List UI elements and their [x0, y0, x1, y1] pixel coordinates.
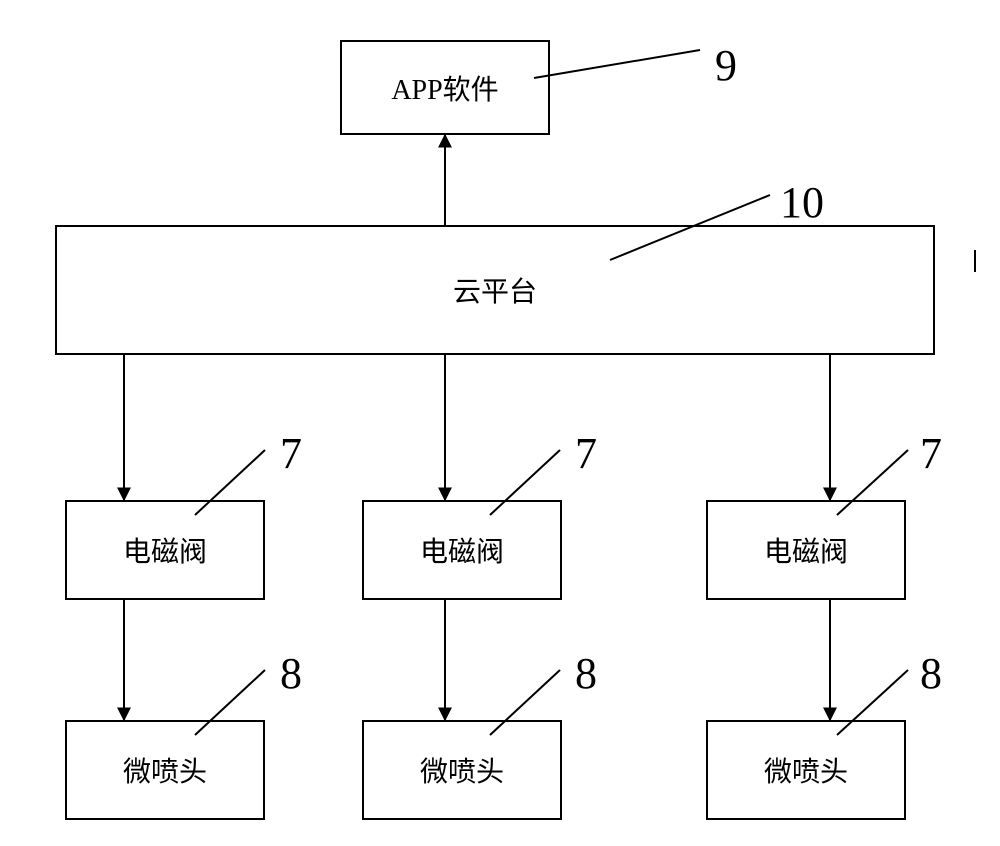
callout-8-c: 8 — [920, 648, 942, 699]
node-nozzle-3-label: 微喷头 — [764, 750, 848, 790]
callout-8-b: 8 — [575, 648, 597, 699]
node-nozzle-2-label: 微喷头 — [420, 750, 504, 790]
node-nozzle-1-label: 微喷头 — [123, 750, 207, 790]
node-valve-3: 电磁阀 — [706, 500, 906, 600]
callout-7-b: 7 — [575, 428, 597, 479]
leader-9 — [534, 50, 700, 78]
node-cloud-label: 云平台 — [453, 270, 537, 310]
node-valve-3-label: 电磁阀 — [764, 530, 848, 570]
callout-7-c: 7 — [920, 428, 942, 479]
node-valve-1-label: 电磁阀 — [123, 530, 207, 570]
node-valve-1: 电磁阀 — [65, 500, 265, 600]
node-app-label: APP软件 — [391, 68, 498, 108]
callout-7-a: 7 — [280, 428, 302, 479]
node-cloud: 云平台 — [55, 225, 935, 355]
flowchart-diagram: APP软件 云平台 电磁阀 电磁阀 电磁阀 微喷头 微喷头 微喷头 9 10 7… — [0, 0, 1000, 846]
node-app: APP软件 — [340, 40, 550, 135]
node-nozzle-1: 微喷头 — [65, 720, 265, 820]
callout-8-a: 8 — [280, 648, 302, 699]
callout-9: 9 — [715, 40, 737, 91]
node-nozzle-3: 微喷头 — [706, 720, 906, 820]
node-valve-2: 电磁阀 — [362, 500, 562, 600]
node-nozzle-2: 微喷头 — [362, 720, 562, 820]
node-valve-2-label: 电磁阀 — [420, 530, 504, 570]
callout-10: 10 — [780, 177, 824, 228]
